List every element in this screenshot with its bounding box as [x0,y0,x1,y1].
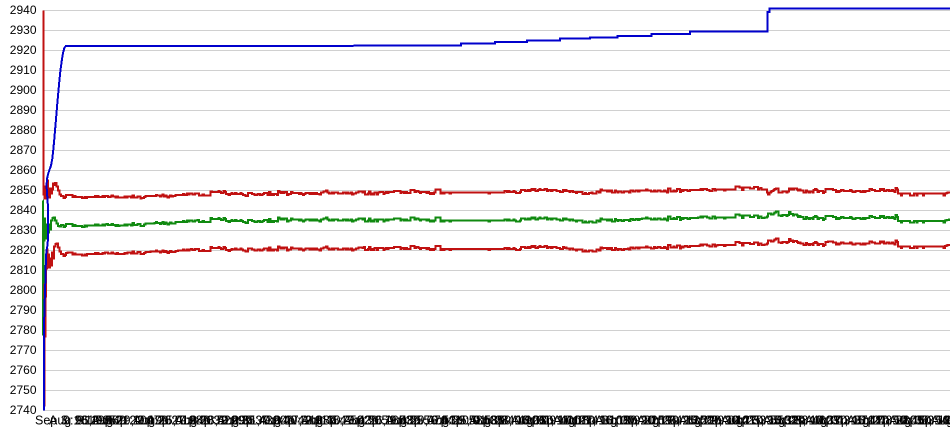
svg-text:Aug 29, 9:19p: Aug 29, 9:19p [91,414,169,428]
svg-text:10:38:46p: 10:38:46p [777,414,833,428]
svg-text:Aug 29, 10:27p: Aug 29, 10:27p [679,414,764,428]
svg-text:2890: 2890 [10,103,37,117]
svg-text:10:25:50: 10:25:50 [665,414,714,428]
svg-text:10:24:13p: 10:24:13p [651,414,707,428]
svg-text:2830: 2830 [10,223,37,237]
svg-text:Aug 31, 9:34p: Aug 31, 9:34p [217,414,295,428]
svg-text:2920: 2920 [10,43,37,57]
svg-text:9:27:38: 9:27:38 [161,414,203,428]
svg-text:2850: 2850 [10,183,37,197]
svg-text:10:58:10p: 10:58:10p [945,414,950,428]
svg-text:10:14:31p: 10:14:31p [567,414,623,428]
svg-text:Aug 25, 9:24p: Aug 25, 9:24p [133,414,211,428]
svg-text:9:17:56: 9:17:56 [77,414,119,428]
svg-text:10:30:41: 10:30:41 [707,414,756,428]
svg-text:9:37:20: 9:37:20 [245,414,287,428]
svg-text:2860: 2860 [10,163,37,177]
svg-text:2760: 2760 [10,363,37,377]
svg-text:9:22:47: 9:22:47 [119,414,161,428]
svg-text:2750: 2750 [10,383,37,397]
svg-text:2790: 2790 [10,303,37,317]
svg-text:10:20:59: 10:20:59 [623,414,672,428]
svg-text:Aug 26, 9:14p: Aug 26, 9:14p [49,414,127,428]
svg-text:10:16:08: 10:16:08 [581,414,630,428]
svg-text:10:48:28p: 10:48:28p [861,414,917,428]
svg-text:Aug 26, 10:22p: Aug 26, 10:22p [637,414,722,428]
svg-text:10:33:55p: 10:33:55p [735,414,791,428]
svg-text:10:29:04p: 10:29:04p [693,414,749,428]
svg-text:9:35:43p: 9:35:43p [231,414,280,428]
svg-text:2880: 2880 [10,123,37,137]
svg-text:9:55:07p: 9:55:07p [399,414,448,428]
svg-text:Aug 28, 10:37p: Aug 28, 10:37p [763,414,848,428]
svg-text:2840: 2840 [10,203,37,217]
svg-text:Aug 27, 10:12p: Aug 27, 10:12p [553,414,638,428]
svg-text:9:30:52p: 9:30:52p [189,414,238,428]
svg-text:2930: 2930 [10,23,37,37]
svg-text:2940: 2940 [10,3,37,17]
svg-text:10:45:14: 10:45:14 [833,414,882,428]
svg-text:Aug 30, 9:43p: Aug 30, 9:43p [301,414,379,428]
svg-text:Aug 26, 9:48p: Aug 26, 9:48p [343,414,421,428]
svg-text:10:53:19p: 10:53:19p [903,414,950,428]
svg-text:2740: 2740 [10,403,37,417]
svg-text:9:47:02: 9:47:02 [329,414,371,428]
svg-text:9:51:53: 9:51:53 [371,414,413,428]
svg-text:10:06:26: 10:06:26 [497,414,546,428]
svg-text:Aug 30, 10:51p: Aug 30, 10:51p [889,414,950,428]
svg-text:Aug 30, 10:17p: Aug 30, 10:17p [595,414,680,428]
svg-text:Aug 26, 10:56p: Aug 26, 10:56p [931,414,950,428]
svg-text:10:50:05: 10:50:05 [875,414,924,428]
svg-text:9:56:44: 9:56:44 [413,414,455,428]
svg-text:Aug 31, 10:08p: Aug 31, 10:08p [511,414,596,428]
svg-text:2820: 2820 [10,243,37,257]
svg-text:9:21:10p: 9:21:10p [105,414,154,428]
svg-text:Aug 27, 9:38p: Aug 27, 9:38p [259,414,337,428]
svg-text:9:16:19p: 9:16:19p [63,414,112,428]
svg-text:Aug 25, 10:32p: Aug 25, 10:32p [721,414,806,428]
svg-text:10:01:35: 10:01:35 [455,414,504,428]
svg-text:2800: 2800 [10,283,37,297]
svg-text:9:50:16p: 9:50:16p [357,414,406,428]
svg-text:Aug 25, 9:58p: Aug 25, 9:58p [427,414,505,428]
svg-text:10:19:22p: 10:19:22p [609,414,665,428]
svg-text:2910: 2910 [10,63,37,77]
svg-text:Aug 28, 9:29p: Aug 28, 9:29p [175,414,253,428]
svg-text:9:26:01p: 9:26:01p [147,414,196,428]
svg-text:10:09:40p: 10:09:40p [525,414,581,428]
svg-text:10:43:37p: 10:43:37p [819,414,875,428]
svg-text:Aug 27, 10:46p: Aug 27, 10:46p [847,414,932,428]
svg-text:9:59:58p: 9:59:58p [441,414,490,428]
svg-text:Aug 29, 9:53p: Aug 29, 9:53p [385,414,463,428]
svg-text:10:35:32: 10:35:32 [749,414,798,428]
svg-text:Sep 3, 9:13:05: Sep 3, 9:13:05 [35,414,116,428]
svg-text:Aug 28, 10:03p: Aug 28, 10:03p [469,414,554,428]
svg-text:2900: 2900 [10,83,37,97]
svg-text:9:40:34p: 9:40:34p [273,414,322,428]
svg-text:10:11:17: 10:11:17 [539,414,587,428]
svg-text:9:45:25p: 9:45:25p [315,414,364,428]
svg-text:10:54:56: 10:54:56 [917,414,950,428]
svg-text:10:40:23: 10:40:23 [791,414,840,428]
svg-text:2870: 2870 [10,143,37,157]
svg-text:2780: 2780 [10,323,37,337]
svg-text:2770: 2770 [10,343,37,357]
svg-text:Aug 31, 10:42p: Aug 31, 10:42p [805,414,890,428]
svg-text:9:42:11: 9:42:11 [287,414,328,428]
svg-text:10:04:49p: 10:04:49p [483,414,539,428]
svg-text:9:32:29: 9:32:29 [203,414,245,428]
svg-text:2810: 2810 [10,263,37,277]
